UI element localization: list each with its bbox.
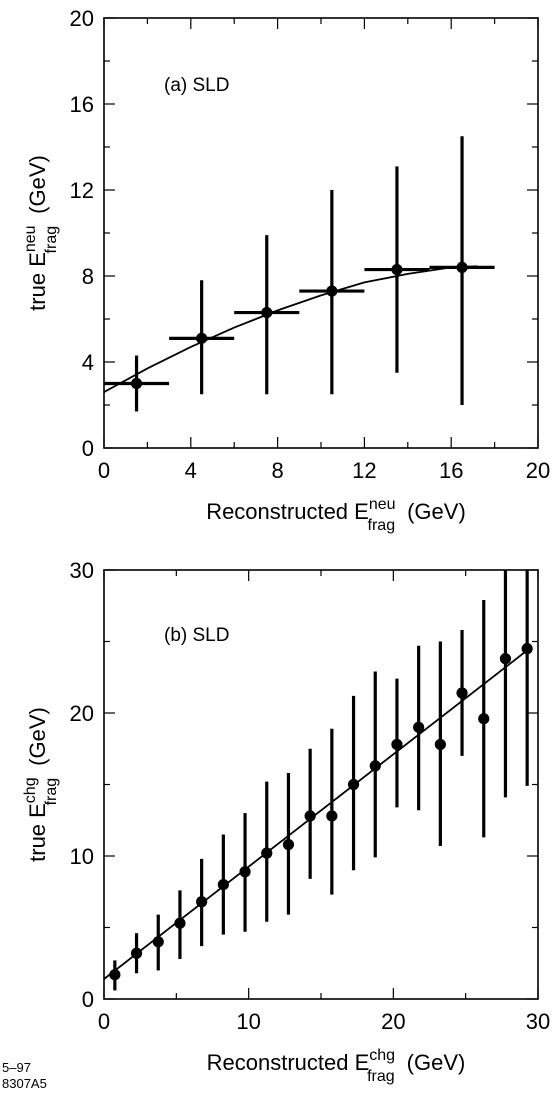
y-axis-label: true Echg frag (GeV) xyxy=(22,707,60,862)
y-axis-label-sup: chg xyxy=(22,777,39,803)
x-axis-label-prefix: Reconstructed E xyxy=(206,499,369,524)
data-point xyxy=(196,896,208,908)
y-axis-label-prefix: true E xyxy=(25,803,50,862)
data-point xyxy=(282,838,295,851)
x-tick-label: 0 xyxy=(98,458,110,483)
data-point xyxy=(456,261,468,273)
y-axis-label-sub: frag xyxy=(43,226,60,254)
y-axis-label-sup: neu xyxy=(22,225,39,252)
data-point xyxy=(109,969,121,981)
x-axis-label-sup: neu xyxy=(369,496,396,513)
y-axis-label-unit: (GeV) xyxy=(25,155,50,214)
footer-figure-code: 8307A5 xyxy=(2,1076,47,1091)
x-tick-label: 4 xyxy=(185,458,197,483)
ticks-b xyxy=(103,569,539,1000)
data-point xyxy=(347,778,360,791)
y-axis-label: true Eneu frag (GeV) xyxy=(22,155,60,311)
data-point xyxy=(478,713,490,725)
data-point xyxy=(261,847,273,859)
x-tick-label: 20 xyxy=(381,1009,405,1034)
y-tick-label: 16 xyxy=(70,92,94,117)
panel-label: (a) SLD xyxy=(164,75,229,96)
data-point xyxy=(521,643,533,655)
x-tick-label: 10 xyxy=(236,1009,260,1034)
data-point xyxy=(369,760,381,772)
footer-date: 5–97 xyxy=(2,1060,31,1075)
x-axis-label-sub: frag xyxy=(367,1068,395,1085)
data-point xyxy=(391,263,403,276)
data-point xyxy=(326,810,338,822)
data-point xyxy=(152,936,164,948)
ticks-a xyxy=(103,17,539,449)
data-point xyxy=(499,653,512,665)
y-tick-label: 20 xyxy=(70,701,94,726)
data-point xyxy=(196,332,208,344)
fit-curve xyxy=(103,647,530,980)
data-point xyxy=(304,810,316,822)
y-tick-label: 8 xyxy=(82,264,94,289)
data-point xyxy=(434,738,446,751)
data-point xyxy=(130,947,143,959)
x-axis-label-sup: chg xyxy=(369,1047,395,1064)
data-point xyxy=(261,306,273,319)
x-axis-label-unit: (GeV) xyxy=(407,1050,466,1075)
y-axis-label-sub: frag xyxy=(43,778,60,806)
x-tick-label: 30 xyxy=(526,1009,550,1034)
y-tick-label: 12 xyxy=(70,178,94,203)
x-tick-label: 0 xyxy=(98,1009,110,1034)
y-axis-label-prefix: true E xyxy=(25,252,50,311)
x-axis-label: Reconstructed Echg frag (GeV) xyxy=(207,1047,466,1085)
y-tick-label: 0 xyxy=(82,436,94,461)
y-tick-label: 10 xyxy=(70,844,94,869)
data-point xyxy=(456,687,468,699)
panel-label: (b) SLD xyxy=(164,625,229,646)
x-tick-label: 20 xyxy=(526,458,550,483)
fit-curve xyxy=(103,265,478,393)
y-tick-label: 0 xyxy=(82,987,94,1012)
data-point xyxy=(239,866,251,878)
data-point xyxy=(130,377,143,390)
x-tick-label: 12 xyxy=(352,458,376,483)
data-point xyxy=(391,738,403,751)
data-point xyxy=(174,917,186,929)
x-tick-label: 16 xyxy=(439,458,463,483)
x-tick-label: 8 xyxy=(271,458,283,483)
data-point xyxy=(413,721,425,733)
x-axis-label: Reconstructed Eneu frag (GeV) xyxy=(206,496,466,534)
data-point xyxy=(217,879,229,891)
y-axis-label-unit: (GeV) xyxy=(25,707,50,766)
y-tick-label: 30 xyxy=(70,558,94,583)
x-axis-label-unit: (GeV) xyxy=(407,499,466,524)
y-tick-label: 4 xyxy=(82,350,94,375)
y-tick-label: 20 xyxy=(70,6,94,31)
data-point xyxy=(326,285,338,297)
x-axis-label-prefix: Reconstructed E xyxy=(207,1050,370,1075)
x-axis-label-sub: frag xyxy=(368,517,396,534)
